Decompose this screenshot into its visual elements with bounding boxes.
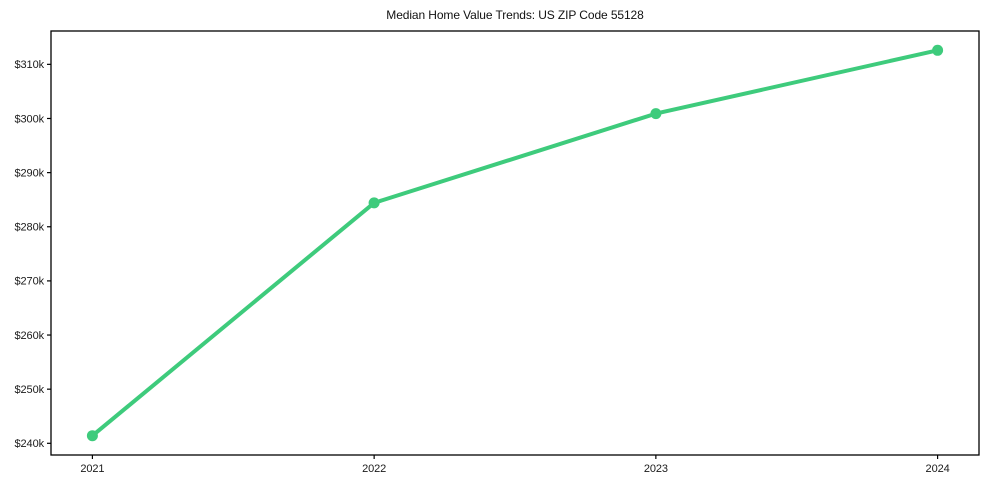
data-point-2024 xyxy=(932,44,944,56)
x-tick-label: 2023 xyxy=(644,463,668,475)
series-line xyxy=(90,48,940,438)
y-tick-label: $300k xyxy=(15,113,45,125)
plot-border xyxy=(50,30,980,456)
data-point-2021 xyxy=(86,430,98,442)
y-tick-label: $250k xyxy=(15,384,45,396)
y-tick-label: $240k xyxy=(15,438,45,450)
data-point-2022 xyxy=(368,197,380,209)
chart-title: Median Home Value Trends: US ZIP Code 55… xyxy=(386,8,644,22)
x-tick-label: 2024 xyxy=(926,463,950,475)
y-tick-label: $310k xyxy=(15,59,45,71)
y-tick-label: $260k xyxy=(15,330,45,342)
y-tick-label: $290k xyxy=(15,167,45,179)
y-tick-label: $270k xyxy=(15,276,45,288)
x-tick-label: 2021 xyxy=(80,463,104,475)
data-point-2023 xyxy=(650,108,662,120)
y-tick-label: $280k xyxy=(15,222,45,234)
x-tick-label: 2022 xyxy=(362,463,386,475)
